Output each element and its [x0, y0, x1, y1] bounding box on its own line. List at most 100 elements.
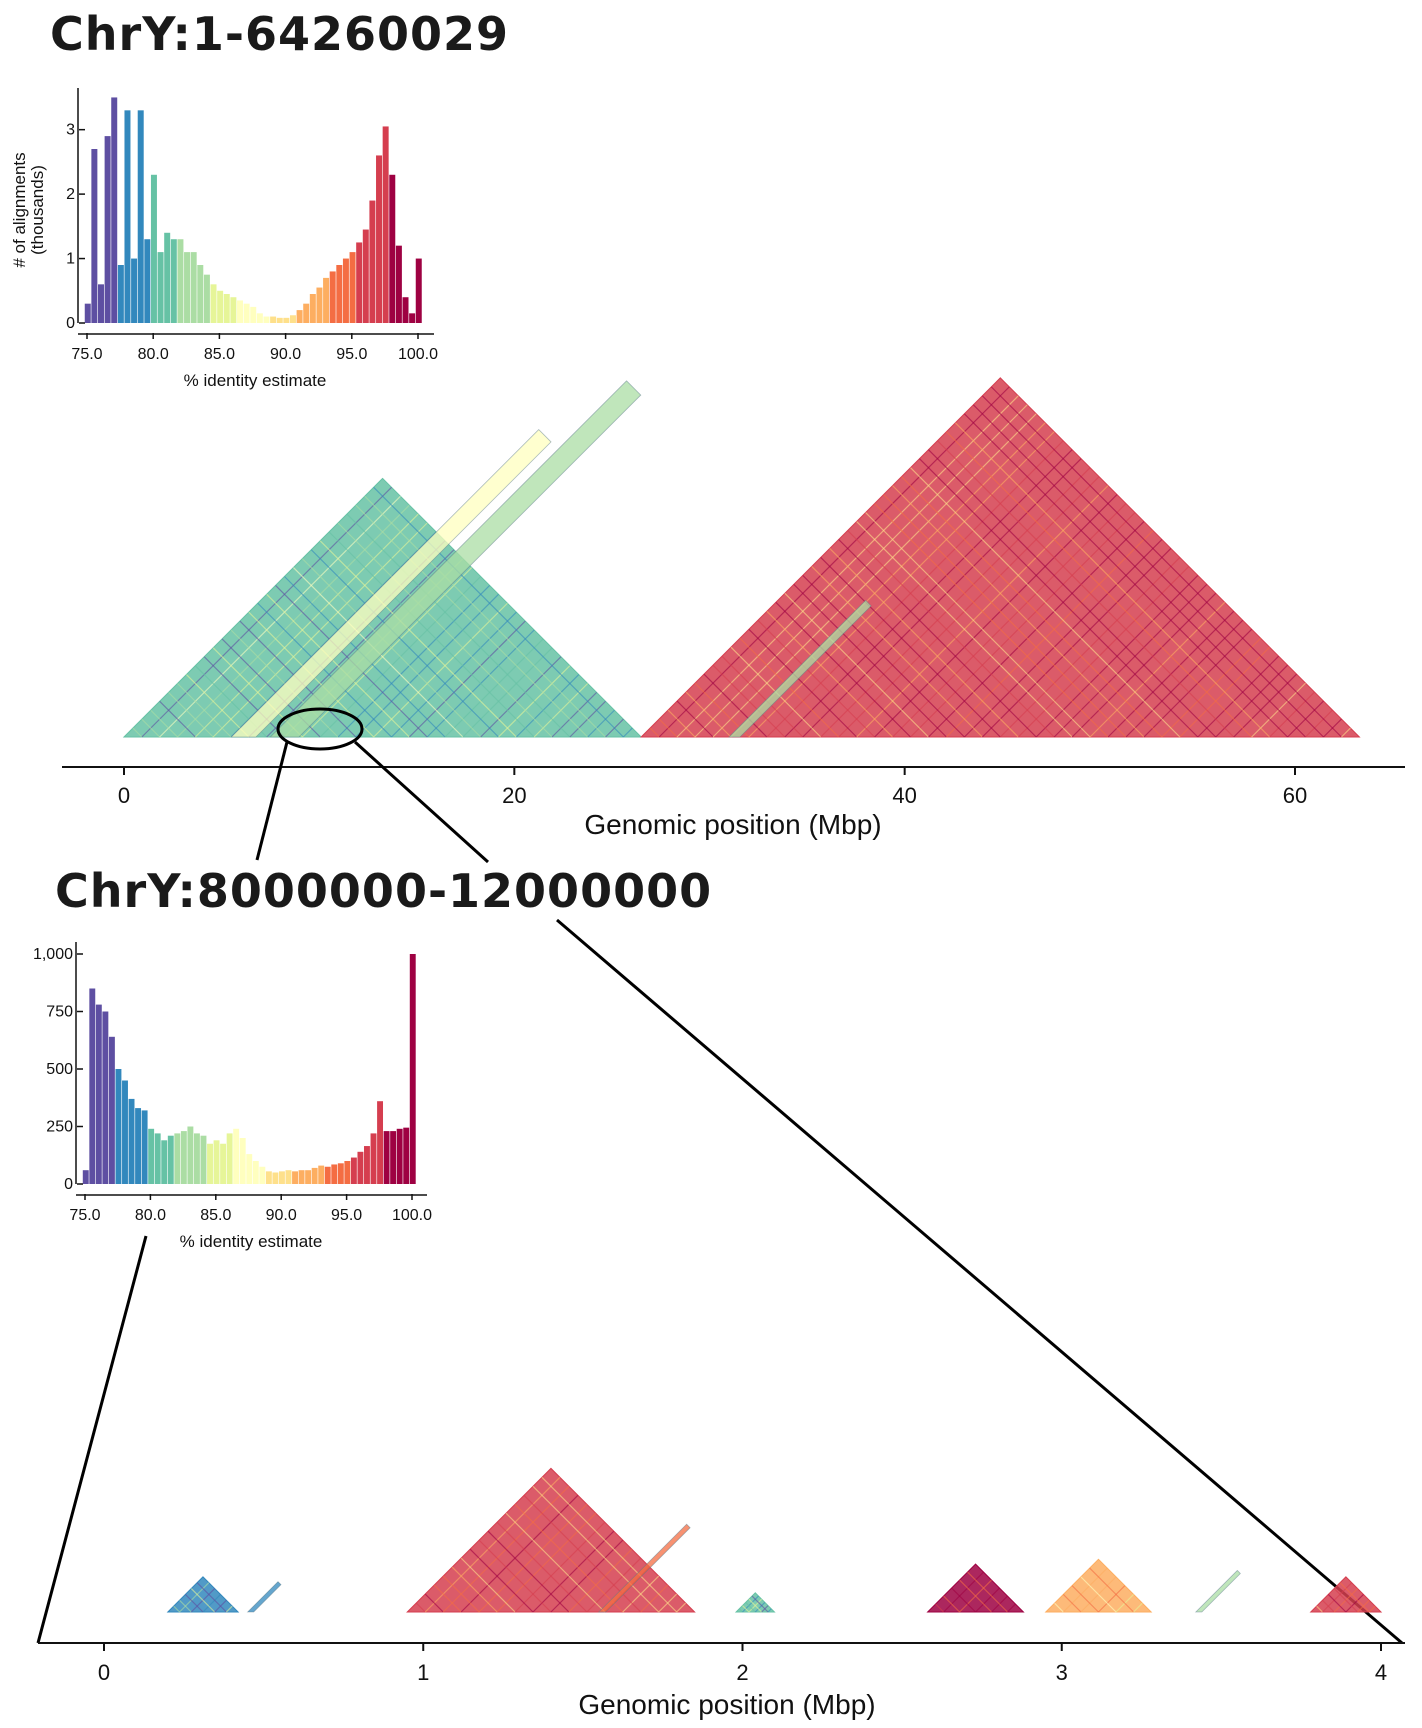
top-histogram-bar-41 — [356, 242, 363, 323]
bottom-triangle-texture-3 — [1054, 1567, 1143, 1613]
bottom-histogram-bar-36 — [318, 1165, 325, 1184]
bottom-x-tick-label-1: 1 — [417, 1660, 429, 1685]
chry-zoom-panel: ChrY:8000000-12000000 0 1 2 3 4 Genomic posi… — [33, 864, 1405, 1720]
top-histogram-bar-12 — [164, 232, 171, 323]
bottom-triangle-texture-1 — [173, 1582, 233, 1613]
bottom-histogram-y-tick-label-1: 250 — [46, 1119, 73, 1136]
top-histogram-y-label-line2: (thousands) — [28, 165, 47, 255]
top-histogram-bar-49 — [409, 313, 416, 323]
top-histogram-bar-45 — [382, 126, 389, 323]
top-histogram-bar-33 — [303, 303, 310, 323]
bottom-histogram-x-tick-label-3: 90.0 — [266, 1207, 297, 1224]
top-histogram-bar-18 — [203, 274, 210, 323]
top-histogram-bar-7 — [131, 258, 138, 323]
bottom-histogram-bar-0 — [82, 1170, 89, 1184]
bottom-histogram-bar-15 — [180, 1131, 187, 1184]
top-histogram-bar-1 — [91, 149, 98, 323]
top-x-tick-label-1: 20 — [502, 783, 526, 808]
bottom-histogram-bar-43 — [364, 1146, 370, 1184]
top-histogram-bar-38 — [336, 265, 343, 323]
bottom-histogram-x-ticks: 75.0 80.0 85.0 90.0 95.0 100.0 — [69, 1194, 432, 1224]
top-histogram-bar-24 — [243, 303, 250, 323]
top-x-tick-label-0: 0 — [118, 783, 130, 808]
top-histogram-bar-40 — [349, 252, 356, 323]
top-histogram-bar-36 — [323, 277, 330, 323]
bottom-x-axis: 0 1 2 3 4 — [38, 1642, 1405, 1685]
top-histogram-bar-28 — [270, 316, 277, 323]
top-histogram-x-tick-label-0: 75.0 — [71, 346, 102, 363]
top-histogram-x-tick-label-3: 90.0 — [270, 346, 301, 363]
bottom-histogram-bar-38 — [331, 1164, 338, 1184]
top-histogram-bar-31 — [289, 315, 296, 323]
bottom-triangle-5 — [734, 1592, 776, 1613]
top-histogram-bar-6 — [124, 110, 131, 323]
bottom-histogram-bar-18 — [200, 1135, 207, 1184]
bottom-histogram-bars — [82, 954, 416, 1184]
top-histogram-x-tick-label-1: 80.0 — [138, 346, 169, 363]
zoom-line-left-lower — [36, 1235, 148, 1644]
top-histogram-bar-43 — [369, 200, 376, 323]
bottom-histogram-bar-4 — [108, 1036, 115, 1184]
bottom-histogram-bar-21 — [220, 1143, 227, 1184]
top-histogram-bar-11 — [157, 252, 164, 323]
bottom-triangle-texture-4 — [1316, 1582, 1376, 1613]
top-histogram-bar-37 — [329, 271, 336, 323]
bottom-histogram-bar-50 — [409, 954, 416, 1184]
top-histogram-bar-14 — [177, 239, 184, 323]
bottom-histogram-bar-47 — [390, 1131, 397, 1184]
top-histogram-x-label: % identity estimate — [184, 371, 327, 390]
bottom-histogram-bar-34 — [305, 1170, 312, 1184]
bottom-triangle-2 — [926, 1563, 1025, 1613]
bottom-histogram-bar-22 — [226, 1133, 233, 1184]
zoom-line-left-upper — [255, 741, 289, 861]
top-histogram-bar-39 — [342, 258, 349, 323]
bottom-histogram-bar-40 — [344, 1161, 351, 1184]
bottom-histogram-bar-28 — [265, 1171, 272, 1184]
bottom-histogram-bar-27 — [259, 1166, 266, 1184]
bottom-triangle-3 — [1044, 1558, 1153, 1613]
zoom-highlight-ellipse — [276, 707, 364, 751]
panel-title-chry-zoom: ChrY:8000000-12000000 — [55, 864, 712, 918]
bottom-histogram-bar-24 — [239, 1138, 246, 1184]
top-histogram-x-ticks: 75.0 80.0 85.0 90.0 95.0 100.0 — [71, 333, 438, 363]
bottom-stripe-2 — [246, 1581, 282, 1613]
bottom-histogram-bar-17 — [193, 1133, 200, 1184]
bottom-histogram-bar-23 — [233, 1128, 240, 1184]
top-identity-histogram: 0 1 2 3 75.0 80.0 85.0 90.0 95.0 100.0 % identit… — [10, 88, 438, 390]
bottom-histogram-y-tick-label-2: 500 — [46, 1061, 73, 1078]
bottom-histogram-bar-42 — [357, 1151, 364, 1184]
top-histogram-bar-2 — [97, 284, 104, 323]
top-triangle-texture-1 — [649, 386, 1351, 738]
top-histogram-bar-25 — [250, 306, 257, 323]
bottom-histogram-x-tick-label-0: 75.0 — [69, 1207, 100, 1224]
top-histogram-bar-44 — [376, 155, 383, 323]
bottom-histogram-bar-16 — [187, 1126, 194, 1184]
top-histogram-bar-16 — [190, 252, 197, 323]
bottom-histogram-bar-49 — [403, 1127, 410, 1184]
zoom-line-right-upper — [353, 740, 490, 864]
bottom-histogram-bar-19 — [207, 1143, 213, 1184]
top-histogram-bar-0 — [84, 303, 91, 323]
top-histogram-y-tick-label-3: 3 — [66, 122, 75, 139]
bottom-histogram-y-tick-label-4: 1,000 — [33, 946, 73, 963]
bottom-stripe-1 — [1194, 1569, 1241, 1613]
top-histogram-bar-22 — [230, 297, 237, 323]
top-histogram-y-label-line1: # of alignments — [10, 152, 29, 267]
panel-title-chry-whole: ChrY:1-64260029 — [50, 7, 509, 61]
top-histogram-bar-3 — [104, 136, 111, 323]
bottom-histogram-bar-30 — [278, 1171, 285, 1184]
bottom-histogram-bar-3 — [102, 1011, 109, 1184]
top-histogram-bar-8 — [137, 110, 144, 323]
top-x-tick-label-3: 60 — [1283, 783, 1307, 808]
top-histogram-bar-19 — [210, 284, 217, 323]
top-histogram-bar-30 — [283, 317, 290, 323]
top-histogram-bar-5 — [117, 265, 124, 323]
bottom-histogram-bar-11 — [154, 1133, 161, 1184]
bottom-triangle-texture-5 — [738, 1595, 772, 1613]
top-histogram-y-ticks: 0 1 2 3 — [66, 122, 85, 332]
chry-whole-panel: ChrY:1-64260029 0 20 40 60 Genomic position… — [10, 7, 1405, 840]
zoom-line-right-lower — [556, 918, 1403, 1645]
bottom-histogram-bar-31 — [285, 1170, 292, 1184]
top-histogram-y-tick-label-1: 1 — [66, 251, 75, 268]
